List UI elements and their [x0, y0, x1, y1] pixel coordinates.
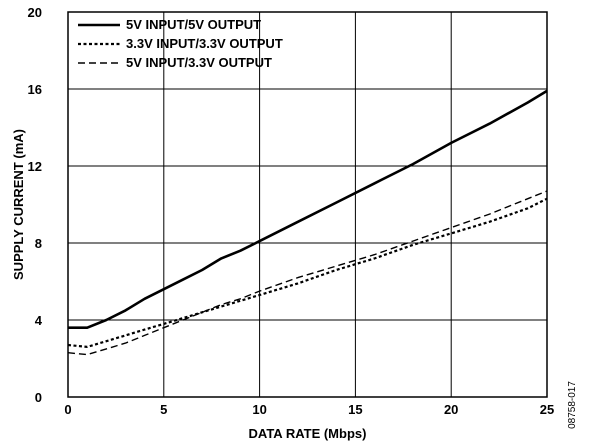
x-tick-label: 15: [348, 402, 362, 417]
x-tick-label: 5: [160, 402, 167, 417]
legend-label-3: 5V INPUT/3.3V OUTPUT: [126, 55, 272, 70]
legend-label-2: 3.3V INPUT/3.3V OUTPUT: [126, 36, 283, 51]
x-tick-label: 20: [444, 402, 458, 417]
tick-labels: 0 5 10 15 20 25 0 4 8 12 16 20: [28, 5, 555, 417]
y-tick-label: 20: [28, 5, 42, 20]
plot-frame: [67, 11, 548, 398]
x-tick-label: 10: [252, 402, 266, 417]
series-line-1: [68, 89, 548, 330]
y-tick-label: 8: [35, 236, 42, 251]
y-tick-label: 12: [28, 159, 42, 174]
x-axis-title: DATA RATE (Mbps): [249, 426, 367, 441]
series-lines: [67, 89, 548, 356]
y-tick-label: 16: [28, 82, 42, 97]
figure-id-label: 08758-017: [567, 381, 578, 429]
legend: 5V INPUT/5V OUTPUT 3.3V INPUT/3.3V OUTPUT…: [78, 17, 283, 70]
x-tick-label: 25: [540, 402, 554, 417]
legend-label-1: 5V INPUT/5V OUTPUT: [126, 17, 261, 32]
series-line-3: [67, 190, 548, 356]
y-tick-label: 4: [35, 313, 43, 328]
y-axis-title: SUPPLY CURRENT (mA): [11, 129, 26, 280]
x-tick-label: 0: [64, 402, 71, 417]
grid: [68, 12, 547, 397]
y-tick-label: 0: [35, 390, 42, 405]
